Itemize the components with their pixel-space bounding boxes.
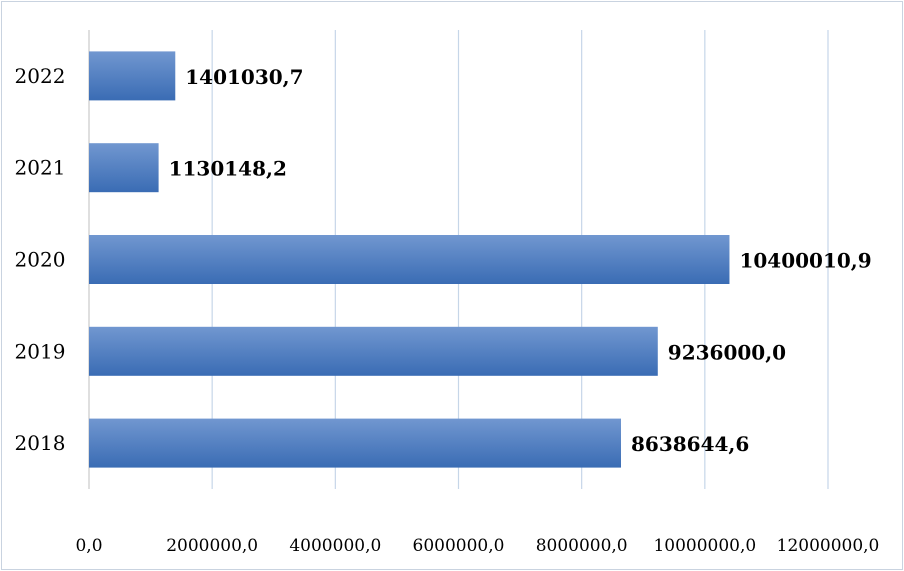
x-tick-label: 4000000,0 bbox=[289, 536, 381, 556]
x-tick-label: 2000000,0 bbox=[166, 536, 258, 556]
labels: 0,0 2000000,0 4000000,0 6000000,0 8000000,0 1… bbox=[15, 64, 880, 556]
data-label: 9236000,0 bbox=[668, 340, 786, 364]
category-label: 2022 bbox=[15, 64, 66, 88]
bar-2022 bbox=[89, 51, 176, 101]
x-tick-label: 6000000,0 bbox=[413, 536, 505, 556]
data-label: 1401030,7 bbox=[185, 65, 303, 89]
bars bbox=[89, 51, 730, 468]
bar-2019 bbox=[89, 326, 658, 376]
data-label: 10400010,9 bbox=[739, 249, 871, 273]
x-tick-label: 12000000,0 bbox=[777, 536, 880, 556]
bar-2020 bbox=[89, 235, 730, 284]
x-tick-label: 0,0 bbox=[75, 536, 102, 556]
category-label: 2020 bbox=[15, 248, 66, 272]
category-label: 2021 bbox=[15, 156, 66, 180]
data-label: 8638644,6 bbox=[631, 432, 749, 456]
data-label: 1130148,2 bbox=[169, 157, 287, 181]
x-tick-label: 8000000,0 bbox=[536, 536, 628, 556]
bar-2018 bbox=[89, 418, 621, 468]
category-label: 2019 bbox=[15, 339, 66, 363]
category-label: 2018 bbox=[15, 431, 66, 455]
x-tick-label: 10000000,0 bbox=[653, 536, 756, 556]
bar-2021 bbox=[89, 143, 159, 193]
